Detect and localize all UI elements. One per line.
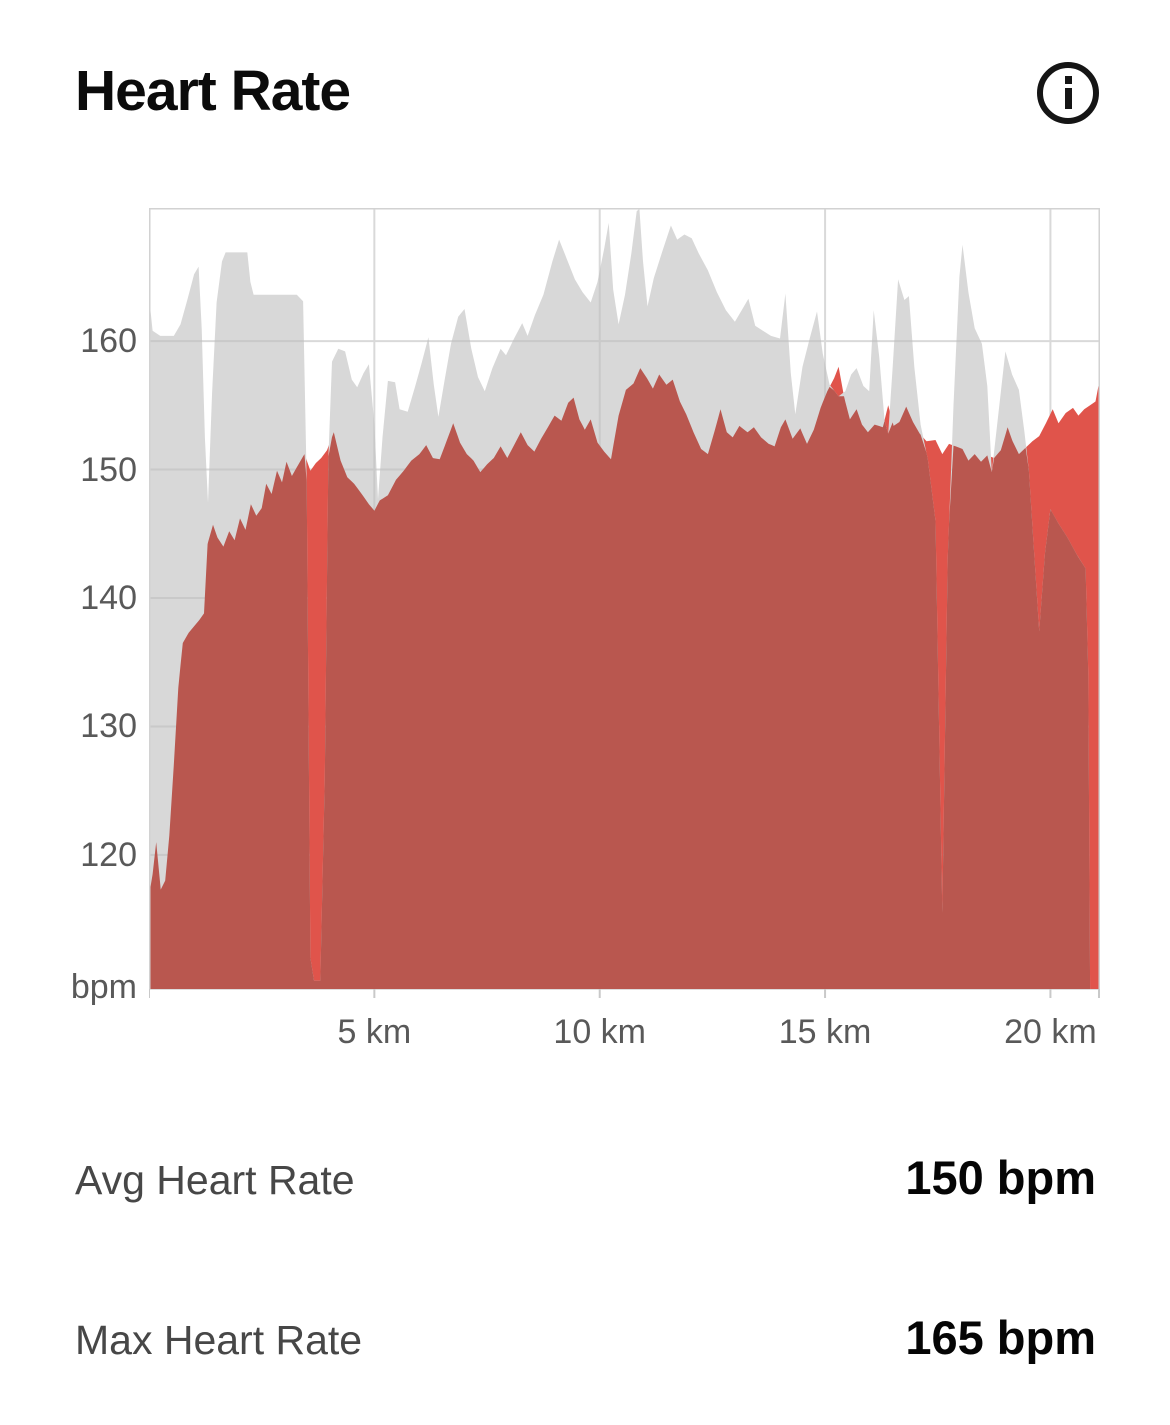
info-button[interactable]	[1037, 62, 1099, 124]
x-axis-label-5km: 5 km	[337, 1013, 412, 1051]
heart-rate-plot	[148, 208, 1100, 998]
max-heart-rate-label: Max Heart Rate	[75, 1317, 363, 1363]
x-axis-label-20km: 20 km	[1004, 1013, 1097, 1051]
y-axis-label-140: 140	[80, 579, 137, 617]
max-heart-rate-value: 165 bpm	[905, 1311, 1096, 1364]
info-icon	[1043, 76, 1093, 109]
heart-rate-chart	[148, 208, 1100, 1004]
y-axis-label-130: 130	[80, 707, 137, 746]
heart-rate-overlap-area	[149, 368, 1100, 990]
avg-heart-rate-label: Avg Heart Rate	[75, 1157, 355, 1203]
axis-ticks	[148, 989, 1100, 998]
y-axis-label-120: 120	[80, 835, 137, 874]
x-axis-label-15km: 15 km	[778, 1013, 872, 1051]
avg-heart-rate-value: 150 bpm	[905, 1151, 1096, 1204]
y-axis-unit-label: bpm	[70, 968, 137, 1006]
y-axis-label-160: 160	[80, 322, 137, 361]
page-title: Heart Rate	[75, 59, 351, 123]
y-axis-label-150: 150	[80, 450, 137, 489]
x-axis-label-10km: 10 km	[553, 1013, 646, 1051]
